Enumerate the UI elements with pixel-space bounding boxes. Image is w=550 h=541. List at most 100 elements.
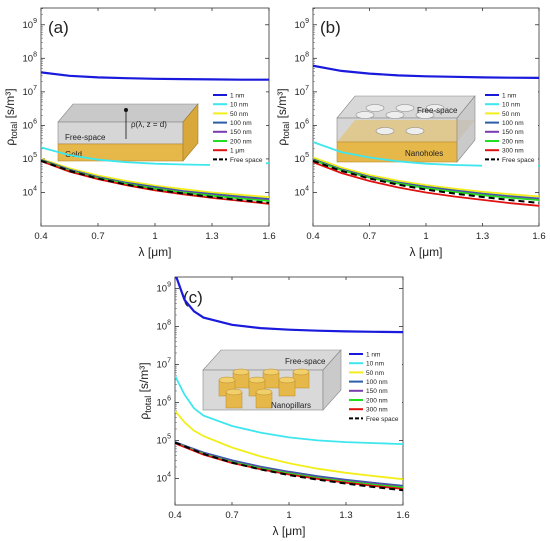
inset-label-rho: ρ(λ, z = d) bbox=[131, 120, 167, 129]
y-tick-label: 108 bbox=[157, 319, 172, 332]
y-tick-label: 106 bbox=[157, 395, 172, 408]
legend-entry: 100 nm bbox=[502, 120, 524, 127]
x-tick-label: 0.4 bbox=[168, 510, 181, 521]
y-tick-label: 104 bbox=[157, 471, 172, 484]
x-tick-label: 0.7 bbox=[91, 231, 104, 242]
nanopillar-top-icon bbox=[292, 368, 310, 376]
y-tick-label: 107 bbox=[157, 357, 172, 370]
legend: 1 nm 10 nm 50 nm 100 nm 150 nm 200 nm 1 μm Free… bbox=[210, 90, 266, 168]
legend-entry: 10 nm bbox=[230, 102, 248, 109]
series-line-Free-space bbox=[313, 159, 539, 204]
nanopillar-top-icon bbox=[218, 376, 236, 384]
legend: 1 nm 10 nm 50 nm 100 nm 150 nm 200 nm 300 nm Fr… bbox=[482, 90, 538, 168]
inset-label-gold: Gold bbox=[65, 150, 82, 159]
legend-entry: 150 nm bbox=[366, 388, 388, 395]
legend-entry: 1 nm bbox=[366, 351, 380, 358]
x-tick-label: 0.4 bbox=[34, 231, 47, 242]
x-tick-label: 0.7 bbox=[225, 510, 238, 521]
series-line-50-nm bbox=[313, 156, 539, 198]
nanohole-icon bbox=[355, 111, 375, 119]
legend-entry: 10 nm bbox=[366, 361, 384, 368]
x-tick-label: 1.6 bbox=[262, 231, 275, 242]
series-line-50-nm bbox=[41, 158, 269, 199]
nanohole-icon bbox=[375, 127, 395, 135]
y-tick-label: 108 bbox=[295, 51, 310, 64]
legend-entry: 1 μm bbox=[230, 148, 245, 155]
inset-label-free-space: Free-space bbox=[417, 106, 458, 115]
y-tick-label: 104 bbox=[23, 185, 38, 198]
block-top-face bbox=[57, 103, 199, 123]
legend-entry: 200 nm bbox=[366, 397, 388, 404]
legend-box bbox=[210, 90, 266, 168]
nanohole-icon bbox=[395, 104, 415, 112]
nanohole-icon bbox=[415, 111, 435, 119]
legend-entry: 50 nm bbox=[230, 111, 248, 118]
y-axis-label: ρtotal [s/m³] bbox=[137, 362, 153, 419]
legend-entry: 50 nm bbox=[366, 370, 384, 377]
nanohole-icon bbox=[385, 111, 405, 119]
series-line-200-nm bbox=[41, 159, 269, 202]
panel-label: (c) bbox=[183, 288, 203, 307]
series-group bbox=[313, 64, 539, 207]
nanopillar-top-icon bbox=[248, 376, 266, 384]
legend-entry: 200 nm bbox=[230, 138, 252, 145]
panel-label: (a) bbox=[48, 18, 69, 37]
nanohole-icon bbox=[365, 104, 385, 112]
y-tick-label: 105 bbox=[295, 152, 310, 165]
series-line-200-nm bbox=[313, 159, 539, 201]
legend-entry: Free space bbox=[230, 157, 263, 164]
y-tick-label: 104 bbox=[295, 185, 310, 198]
block-side-face bbox=[182, 103, 199, 162]
legend-entry: Free space bbox=[366, 416, 399, 423]
x-tick-label: 1 bbox=[423, 231, 428, 242]
x-tick-label: 0.4 bbox=[306, 231, 319, 242]
inset-illustration: Free-space Nanopillars bbox=[202, 349, 342, 411]
x-tick-label: 1.3 bbox=[339, 510, 352, 521]
y-tick-label: 105 bbox=[23, 152, 38, 165]
chart-panel-2: 0.4 0.7 1 1.3 1.6 104 105 106 107 108 109 λ [μm] ρto… bbox=[275, 7, 546, 259]
inset-label-free-space: Free-space bbox=[65, 133, 106, 142]
x-tick-label: 1.6 bbox=[396, 510, 409, 521]
legend: 1 nm 10 nm 50 nm 100 nm 150 nm 200 nm 300 nm Fr… bbox=[346, 349, 402, 427]
y-axis-label: ρtotal [s/m³] bbox=[3, 88, 19, 145]
y-tick-label: 109 bbox=[295, 18, 310, 31]
series-line-1-nm bbox=[175, 277, 403, 334]
block-side-face bbox=[322, 349, 342, 411]
y-tick-label: 105 bbox=[157, 433, 172, 446]
legend-entry: 100 nm bbox=[230, 120, 252, 127]
x-tick-label: 0.7 bbox=[363, 231, 376, 242]
y-tick-label: 107 bbox=[23, 85, 38, 98]
inset-illustration: Free-space Nanoholes bbox=[336, 95, 476, 163]
y-tick-label: 106 bbox=[295, 118, 310, 131]
nanopillar-top-icon bbox=[262, 368, 280, 376]
legend-entry: 1 nm bbox=[230, 92, 244, 99]
y-tick-label: 109 bbox=[23, 18, 38, 31]
x-axis-label: λ [μm] bbox=[410, 245, 443, 259]
legend-entry: 200 nm bbox=[502, 138, 524, 145]
y-tick-label: 106 bbox=[23, 118, 38, 131]
legend-box bbox=[482, 90, 538, 168]
x-tick-label: 1.6 bbox=[532, 231, 545, 242]
inset-illustration: ρ(λ, z = d) Free-space Gold bbox=[57, 103, 199, 162]
nanopillar-top-icon bbox=[278, 376, 296, 384]
chart-panel-3: 0.4 0.7 1 1.3 1.6 104 105 106 107 108 109 λ [μm] ρto… bbox=[137, 276, 410, 538]
y-axis-label: ρtotal [s/m³] bbox=[275, 88, 291, 145]
y-tick-label: 109 bbox=[157, 281, 172, 294]
block-side-face bbox=[456, 95, 476, 163]
legend-entry: 1 nm bbox=[502, 92, 516, 99]
series-line-1-nm bbox=[41, 71, 269, 81]
series-line-1-nm bbox=[313, 64, 539, 79]
nanopillar-top-icon bbox=[232, 368, 250, 376]
x-tick-label: 1.3 bbox=[205, 231, 218, 242]
legend-entry: 300 nm bbox=[502, 148, 524, 155]
nanohole-icon bbox=[405, 127, 425, 135]
series-line-10-nm bbox=[175, 375, 403, 445]
legend-entry: 50 nm bbox=[502, 111, 520, 118]
nanohole-icon bbox=[425, 104, 445, 112]
y-tick-label: 107 bbox=[295, 85, 310, 98]
nanopillar-top-icon bbox=[225, 388, 243, 396]
x-tick-label: 1.3 bbox=[476, 231, 489, 242]
series-line-Free-space bbox=[175, 441, 403, 492]
series-group bbox=[175, 277, 403, 492]
